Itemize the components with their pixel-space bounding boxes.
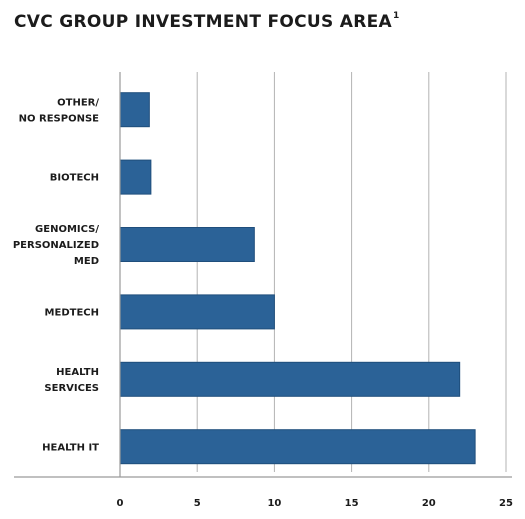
category-label-5: HEALTH IT <box>42 442 99 453</box>
bar-1 <box>119 159 152 195</box>
category-label-0-line-0: OTHER/ <box>57 97 99 108</box>
category-label-2-line-0: GENOMICS/ <box>35 224 99 235</box>
bar-0 <box>119 92 150 128</box>
category-label-4: HEALTH SERVICES <box>44 367 99 394</box>
category-label-5-line-0: HEALTH IT <box>42 442 99 453</box>
bar-2 <box>119 227 255 262</box>
x-tick-label-4: 20 <box>422 498 436 509</box>
x-tick-label-1: 5 <box>194 498 201 509</box>
category-label-3: MEDTECH <box>45 308 99 319</box>
x-tick-label-3: 15 <box>345 498 359 509</box>
bar-3 <box>119 294 275 330</box>
category-label-2: GENOMICS/PERSONALIZED MED <box>13 224 99 267</box>
chart-title-footnote-marker: 1 <box>392 11 400 21</box>
x-tick-label-0: 0 <box>117 498 124 509</box>
chart-title: CVC GROUP INVESTMENT FOCUS AREA <box>14 12 392 32</box>
x-tick-label-5: 25 <box>499 498 513 509</box>
category-label-0-line-1: NO RESPONSE <box>19 113 99 124</box>
bar-4 <box>119 361 461 397</box>
category-label-1-line-0: BIOTECH <box>50 173 99 184</box>
x-tick-label-2: 10 <box>267 498 281 509</box>
category-label-2-line-1: PERSONALIZED <box>13 240 99 251</box>
category-label-4-line-0: HEALTH <box>56 367 99 378</box>
category-label-2-line-2: MED <box>74 256 99 267</box>
chart-title-block: CVC GROUP INVESTMENT FOCUS AREA1 <box>14 11 400 32</box>
category-label-0: OTHER/NO RESPONSE <box>19 97 100 124</box>
category-label-1: BIOTECH <box>50 173 99 184</box>
category-label-3-line-0: MEDTECH <box>45 308 99 319</box>
bar-5 <box>119 429 476 465</box>
category-label-4-line-1: SERVICES <box>44 383 99 394</box>
